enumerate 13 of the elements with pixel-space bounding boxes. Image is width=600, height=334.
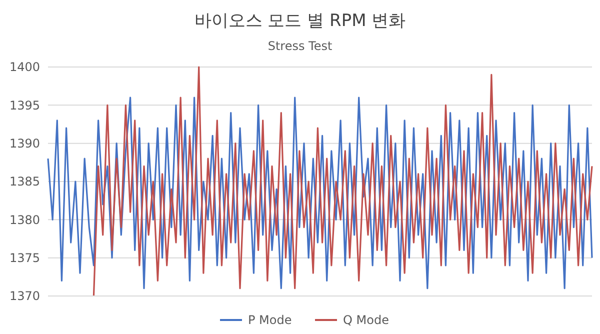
y-tick-label: 1390 bbox=[9, 136, 40, 151]
y-tick-label: 1370 bbox=[9, 289, 40, 304]
legend-label: P Mode bbox=[248, 313, 292, 328]
y-tick-label: 1375 bbox=[9, 251, 40, 266]
chart-title: 바이오스 모드 별 RPM 변화 bbox=[194, 11, 406, 31]
y-tick-label: 1385 bbox=[9, 174, 40, 189]
y-tick-label: 1395 bbox=[9, 98, 40, 112]
y-tick-label: 1380 bbox=[9, 212, 40, 227]
legend-label: Q Mode bbox=[343, 313, 389, 328]
y-tick-label: 1400 bbox=[9, 60, 40, 74]
chart-subtitle: Stress Test bbox=[268, 39, 332, 53]
line-series bbox=[92, 66, 593, 297]
line-series bbox=[47, 96, 593, 290]
